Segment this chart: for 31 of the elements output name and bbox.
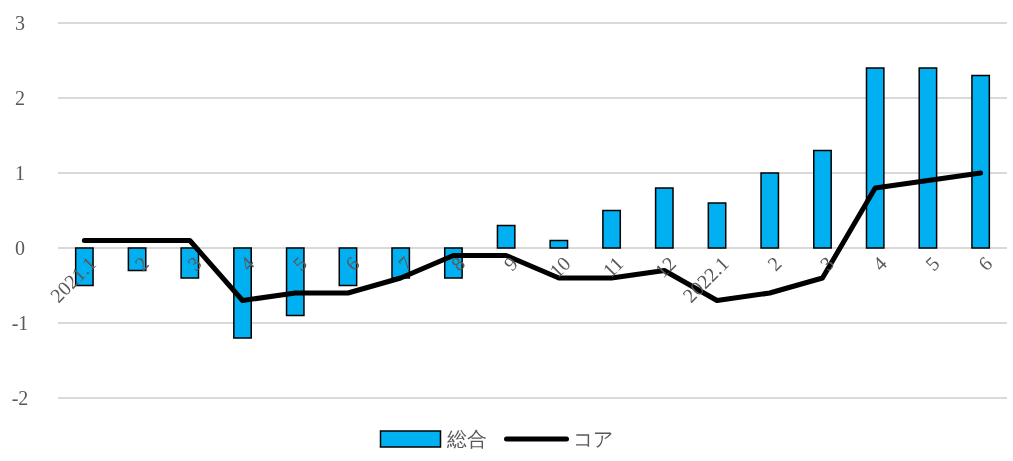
x-tick-label: 6	[973, 252, 997, 275]
x-tick-label: 7	[393, 252, 417, 275]
x-tick-label: 10	[544, 252, 575, 282]
y-tick-label: 2	[15, 87, 25, 109]
x-tick-label: 5	[288, 252, 312, 275]
bar	[707, 202, 727, 249]
legend-label: コア	[572, 428, 613, 450]
x-tick-label: 9	[499, 252, 522, 275]
legend-label: 総合	[445, 428, 487, 450]
y-tick-label: 1	[15, 162, 25, 184]
x-tick-label: 3	[815, 252, 839, 275]
bar	[602, 209, 622, 249]
y-tick-label: 0	[15, 237, 25, 259]
x-tick-label: 5	[921, 252, 944, 275]
y-tick-label: -1	[11, 312, 29, 334]
bar	[549, 239, 569, 249]
x-tick-label: 4	[868, 252, 891, 275]
x-tick-label: 2	[762, 252, 786, 275]
y-tick-label: -2	[11, 387, 29, 409]
bar	[760, 172, 780, 249]
x-tick-label: 2	[130, 252, 153, 275]
y-tick-label: 3	[15, 12, 25, 34]
x-tick-label: 11	[598, 252, 628, 282]
x-tick-label: 4	[235, 252, 259, 275]
bar	[496, 224, 516, 249]
x-tick-label: 6	[341, 252, 364, 275]
bar	[654, 187, 674, 249]
x-tick-label: 8	[446, 252, 470, 275]
x-tick-label: 3	[182, 252, 206, 275]
bar	[813, 149, 832, 249]
x-tick-label: 12	[650, 252, 681, 282]
